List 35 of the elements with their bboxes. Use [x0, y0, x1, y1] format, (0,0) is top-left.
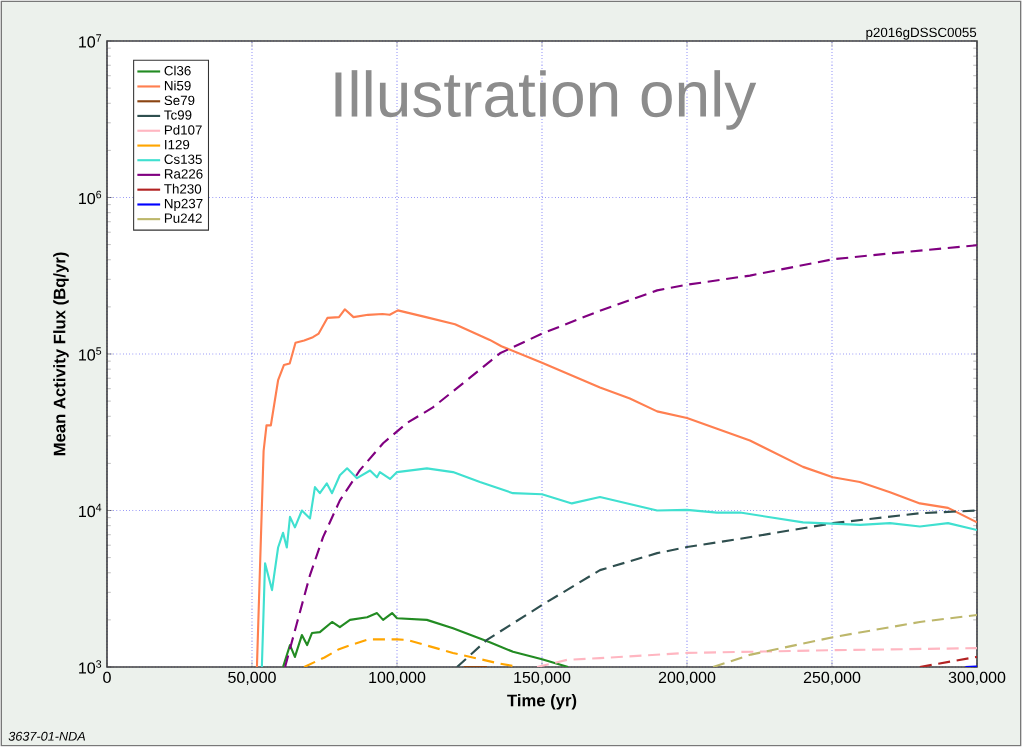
x-tick-label: 300,000	[948, 671, 1006, 685]
x-tick-label: 50,000	[228, 671, 276, 685]
legend-label: Th230	[164, 183, 202, 194]
legend-label: Tc99	[164, 110, 192, 120]
x-tick-label: 100,000	[369, 671, 426, 685]
line-series	[455, 509, 977, 667]
y-tick-label: 10$^{4}$	[79, 503, 102, 518]
line-series	[283, 244, 977, 667]
legend-label: Pd107	[164, 124, 202, 135]
line-series	[536, 647, 977, 667]
text: 3637-01-NDA	[8, 731, 86, 741]
y-tick-label: 10$^{6}$	[79, 190, 102, 205]
legend-label: Se79	[164, 95, 195, 106]
legend-label: Cl36	[164, 65, 191, 76]
text: p2016gDSSC0055	[866, 27, 977, 40]
y-tick-label: 10$^{3}$	[79, 660, 102, 674]
x-axis-title: Time (yr)	[507, 694, 577, 710]
line-series	[712, 613, 977, 667]
line-series	[255, 308, 977, 667]
legend-label: Ra226	[164, 169, 203, 179]
y-axis-title: Mean Activity Flux (Bq/yr)	[53, 252, 69, 456]
legend-label: Cs135	[164, 154, 202, 164]
x-tick-label: 200,000	[658, 671, 716, 685]
x-tick-label: 250,000	[803, 671, 861, 685]
y-tick-label: 10$^{7}$	[79, 34, 102, 48]
x-tick-label: 150,000	[514, 671, 571, 685]
line-series	[260, 467, 977, 667]
legend-label: Pu242	[164, 213, 202, 223]
legend-label: Np237	[164, 198, 203, 211]
x-tick-label: 0	[103, 671, 111, 684]
y-tick-label: 10$^{5}$	[79, 347, 102, 361]
legend-label: Ni59	[164, 80, 191, 91]
annotation: Illustration only	[335, 70, 757, 130]
line-series	[281, 612, 570, 667]
legend-label: I129	[165, 139, 190, 150]
